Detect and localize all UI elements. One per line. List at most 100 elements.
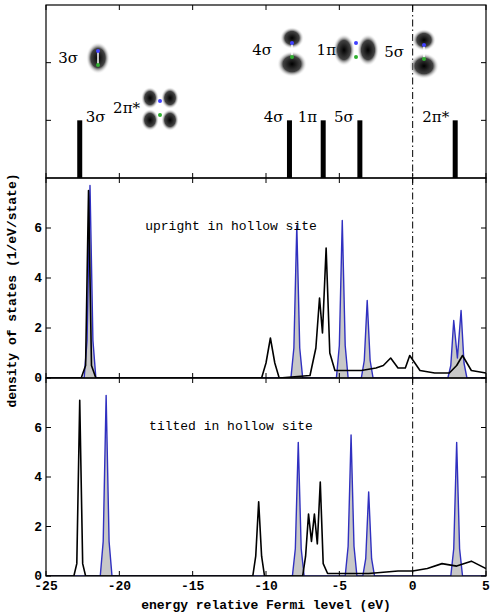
plot-area [46, 378, 486, 576]
y-tick [46, 62, 51, 63]
panel-frame [46, 178, 486, 378]
x-tick [412, 178, 413, 183]
x-tick [192, 571, 193, 576]
dos-molecule [46, 186, 486, 379]
x-tick [46, 571, 47, 576]
x-tick [119, 571, 120, 576]
dos-total [46, 191, 486, 379]
x-tick [119, 178, 120, 183]
y-tick [46, 328, 51, 329]
level-bar [287, 120, 292, 178]
x-tick [339, 373, 340, 378]
level-label: 3σ [86, 108, 106, 126]
x-tick [46, 173, 47, 178]
x-tick [119, 5, 120, 10]
y-tick-label: 2 [34, 520, 42, 535]
level-bar [77, 120, 82, 178]
x-tick-label: 5 [482, 579, 490, 594]
y-tick [481, 576, 486, 577]
y-tick [46, 278, 51, 279]
panel-frame [46, 5, 486, 178]
dos-area-fill [46, 395, 486, 576]
dos-molecule [46, 395, 486, 576]
x-tick [119, 173, 120, 178]
y-tick [46, 477, 51, 478]
x-tick [339, 173, 340, 178]
x-tick-label: 0 [409, 579, 417, 594]
y-tick-label: 0 [34, 569, 42, 584]
y-axis-title: density of states (1/eV/state) [5, 173, 20, 407]
plot-area [77, 5, 457, 178]
x-tick [119, 373, 120, 378]
x-tick [192, 178, 193, 183]
x-tick [266, 378, 267, 383]
orbital-label: 1π [317, 41, 337, 59]
x-tick [266, 373, 267, 378]
orbital-picture [409, 29, 439, 79]
x-tick [266, 178, 267, 183]
x-tick [46, 178, 47, 183]
level-bar [453, 120, 458, 178]
orbital-label: 3σ [58, 49, 78, 67]
x-tick [339, 378, 340, 383]
x-tick [412, 571, 413, 576]
dos-area-fill [46, 186, 486, 379]
x-tick [46, 373, 47, 378]
level-bar [321, 120, 326, 178]
y-tick-label: 4 [34, 470, 42, 485]
x-tick [486, 178, 487, 183]
x-tick [339, 178, 340, 183]
orbital-label: 4σ [252, 41, 272, 59]
x-tick [486, 571, 487, 576]
y-tick [46, 228, 51, 229]
orbital-picture [141, 87, 179, 131]
x-tick [412, 378, 413, 383]
orbital-label: 2π* [113, 99, 140, 117]
y-tick [481, 427, 486, 428]
y-tick-label: 4 [34, 271, 42, 286]
panel-annotation: tilted in hollow site [149, 419, 313, 434]
x-tick-label: -5 [332, 579, 348, 594]
fermi-level [412, 178, 413, 378]
y-tick-label: 6 [34, 221, 42, 236]
plot-area [46, 178, 486, 378]
y-tick [481, 328, 486, 329]
y-tick [481, 526, 486, 527]
x-tick [192, 378, 193, 383]
orbital-picture [277, 27, 307, 77]
y-tick [481, 228, 486, 229]
x-tick [192, 5, 193, 10]
x-tick [46, 378, 47, 383]
x-tick [412, 173, 413, 178]
level-bar [357, 120, 362, 178]
y-tick [46, 427, 51, 428]
x-tick-label: -20 [108, 579, 132, 594]
y-tick-label: 0 [34, 371, 42, 386]
panel-1: upright in hollow site0246 [34, 178, 486, 386]
y-tick [46, 120, 51, 121]
x-tick [486, 5, 487, 10]
dos-total [46, 400, 486, 576]
x-tick [266, 5, 267, 10]
y-tick [481, 62, 486, 63]
level-label: 5σ [334, 108, 354, 126]
x-tick [486, 173, 487, 178]
x-tick [412, 5, 413, 10]
fermi-level [412, 5, 413, 178]
panel-2: tilted in hollow site-25-20-15-10-505024… [34, 378, 490, 594]
x-tick [412, 373, 413, 378]
x-tick [266, 173, 267, 178]
y-tick [46, 526, 51, 527]
y-tick-label: 6 [34, 421, 42, 436]
fermi-level [412, 378, 413, 576]
x-tick [46, 5, 47, 10]
x-tick [192, 173, 193, 178]
x-tick [486, 378, 487, 383]
y-tick [481, 477, 486, 478]
level-label: 2π* [422, 108, 449, 126]
x-tick [119, 378, 120, 383]
x-tick-label: -15 [181, 579, 205, 594]
level-label: 4σ [264, 108, 284, 126]
y-tick [481, 120, 486, 121]
orbital-label: 5σ [384, 43, 404, 61]
